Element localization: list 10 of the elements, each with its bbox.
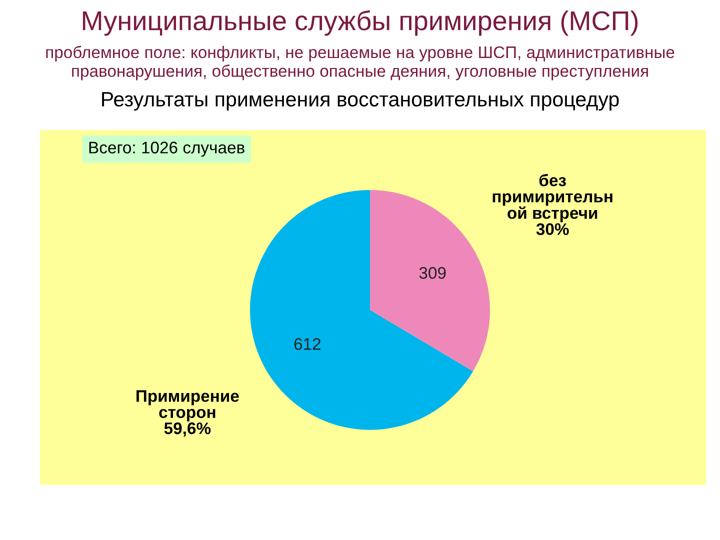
data-label: 309 <box>419 267 446 279</box>
text: Результаты применения восстановительных процедур <box>102 92 619 111</box>
slice-label: без примирительн ой встречи 30% <box>492 174 612 236</box>
slice-label: Примирение сторон 59,6% <box>136 390 239 437</box>
chart-title: Муниципальные службы примирения (МСП) <box>82 10 638 36</box>
chart-subtitle: проблемное поле: конфликты, не решаемые на уровне ШСП, административные правонарушения, общественно опасные деяния, уголовные преступления <box>46 46 674 80</box>
text: Всего: 1026 случаев <box>89 142 244 157</box>
pie-slice <box>250 190 474 430</box>
data-label: 612 <box>294 338 320 350</box>
pie-slice <box>370 190 490 372</box>
